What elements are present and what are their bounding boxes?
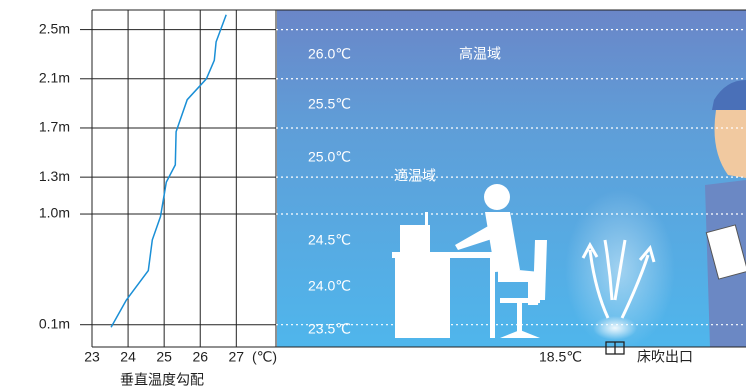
x-tick-label: 27 [229,349,245,365]
x-tick-label: 26 [192,349,208,365]
zone-temperature: 24.0℃ [308,278,351,294]
y-tick-label: 2.1m [39,69,70,85]
zone-temperature: 25.5℃ [308,96,351,112]
x-tick-label: 23 [84,349,100,365]
zone-temperature: 23.5℃ [308,321,351,337]
outlet-temperature: 18.5℃ [539,349,582,365]
zone-temperature: 25.0℃ [308,149,351,165]
engineer-figure [705,80,746,347]
outlet-label: 床吹出口 [637,349,693,365]
zone-label: 適温域 [394,168,436,184]
floor-vent [605,341,625,355]
x-unit: (℃) [252,349,277,365]
y-tick-label: 1.3m [39,168,70,184]
vent-glow [593,316,637,340]
temperature-line [110,14,227,328]
zone-temperature: 26.0℃ [308,46,351,62]
y-tick-label: 1.7m [39,119,70,135]
y-tick-label: 2.5m [39,20,70,36]
zone-temperature: 24.5℃ [308,232,351,248]
zone-label: 高温域 [459,46,501,62]
x-axis-title: 垂直温度勾配 [120,372,204,388]
y-tick-label: 0.1m [39,315,70,331]
y-tick-label: 1.0m [39,205,70,221]
airflow-arrows [581,239,656,319]
x-tick-label: 25 [156,349,172,365]
x-tick-label: 24 [120,349,136,365]
